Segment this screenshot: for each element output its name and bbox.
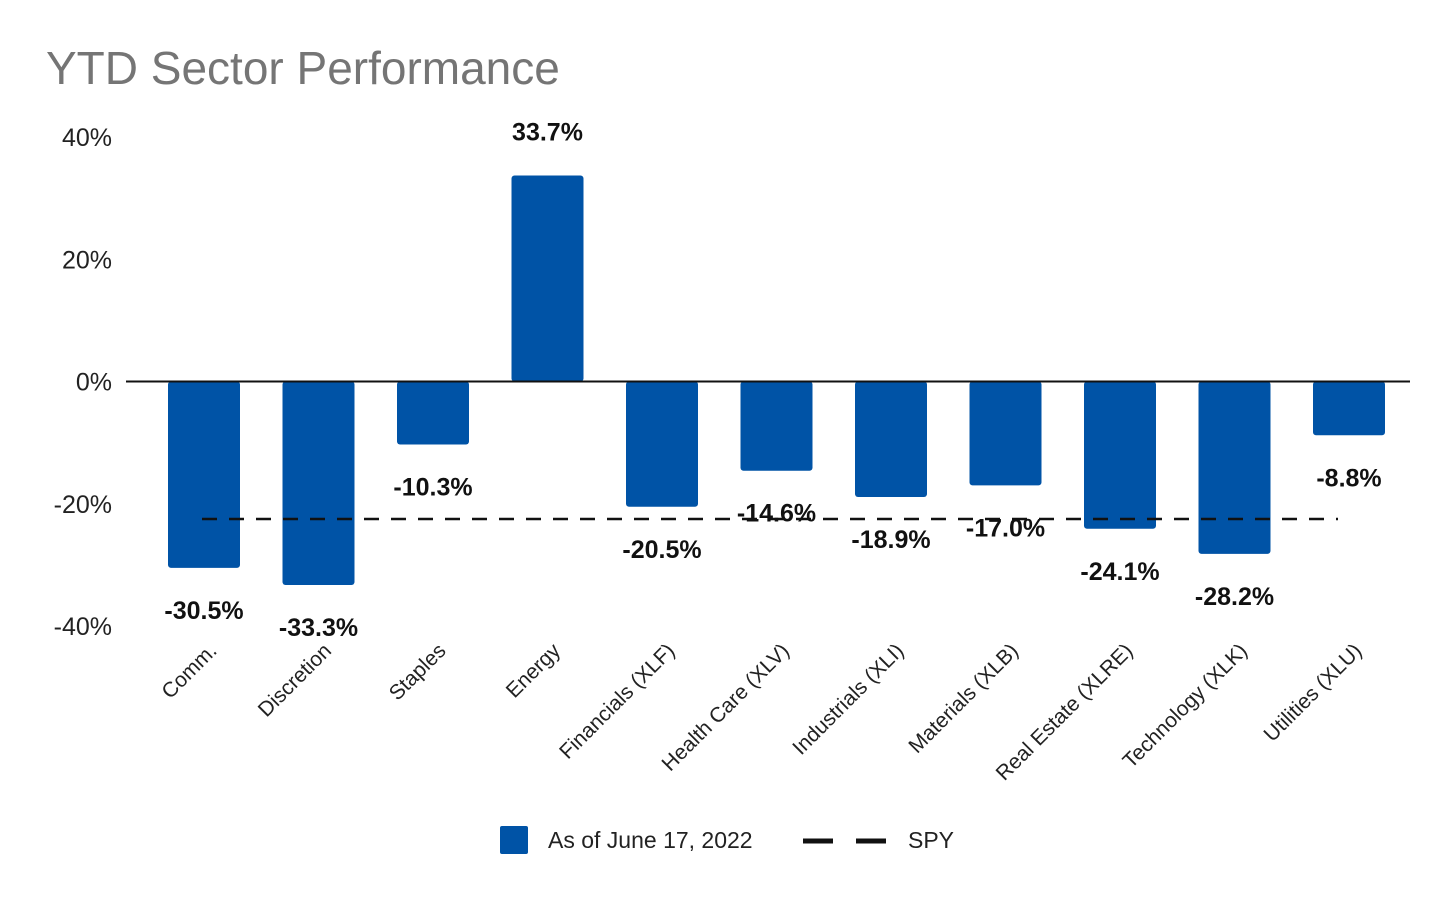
y-tick-label: -20%	[54, 491, 112, 519]
x-tick-label: Energy	[502, 639, 566, 703]
data-label: -10.3%	[393, 473, 472, 501]
x-tick-label: Health Care (XLV)	[658, 639, 794, 775]
data-label: -18.9%	[851, 526, 930, 554]
y-tick-label: 0%	[76, 369, 112, 397]
data-label: -30.5%	[164, 597, 243, 625]
data-label: -24.1%	[1080, 558, 1159, 586]
data-label: -20.5%	[622, 536, 701, 564]
x-tick-label: Discretion	[254, 639, 336, 721]
bar-financials-xlf	[626, 381, 698, 507]
y-tick-label: 40%	[62, 124, 112, 152]
bar-real-estate-xlre	[1084, 381, 1156, 529]
x-tick-label: Technology (XLK)	[1119, 639, 1252, 772]
bar-utilities-xlu	[1313, 381, 1385, 436]
bar-discretion	[282, 381, 355, 586]
x-tick-label: Industrials (XLI)	[788, 639, 908, 759]
legend: As of June 17, 2022 SPY	[500, 826, 954, 854]
bar-energy	[511, 175, 584, 382]
bar-technology-xlk	[1198, 381, 1271, 554]
bars-group	[168, 175, 1385, 586]
data-label: -14.6%	[737, 500, 816, 528]
data-label: 33.7%	[512, 119, 583, 147]
data-label: -17.0%	[966, 514, 1045, 542]
x-tick-label: Comm.	[157, 639, 221, 703]
y-tick-label: 20%	[62, 246, 112, 274]
x-tick-label: Utilities (XLU)	[1260, 639, 1367, 746]
bar-materials-xlb	[969, 381, 1042, 486]
chart-title: YTD Sector Performance	[46, 42, 560, 94]
legend-swatch-bar	[500, 826, 528, 854]
x-tick-label: Financials (XLF)	[555, 639, 679, 763]
data-label: -33.3%	[279, 614, 358, 642]
bar-health-care-xlv	[740, 381, 813, 471]
bar-industrials-xli	[855, 381, 927, 498]
x-tick-label: Materials (XLB)	[904, 639, 1023, 758]
y-axis: 40% 20% 0% -20% -40%	[54, 124, 112, 641]
legend-label-spy: SPY	[908, 827, 954, 853]
data-labels-group: -30.5% -33.3% -10.3% 33.7% -20.5% -14.6% -18.9…	[164, 119, 1381, 643]
y-tick-label: -40%	[54, 613, 112, 641]
x-tick-label: Staples	[385, 639, 451, 705]
legend-label-bar: As of June 17, 2022	[548, 827, 753, 853]
data-label: -8.8%	[1316, 464, 1381, 492]
bar-comm	[168, 381, 240, 568]
bar-staples	[397, 381, 469, 445]
data-label: -28.2%	[1195, 583, 1274, 611]
